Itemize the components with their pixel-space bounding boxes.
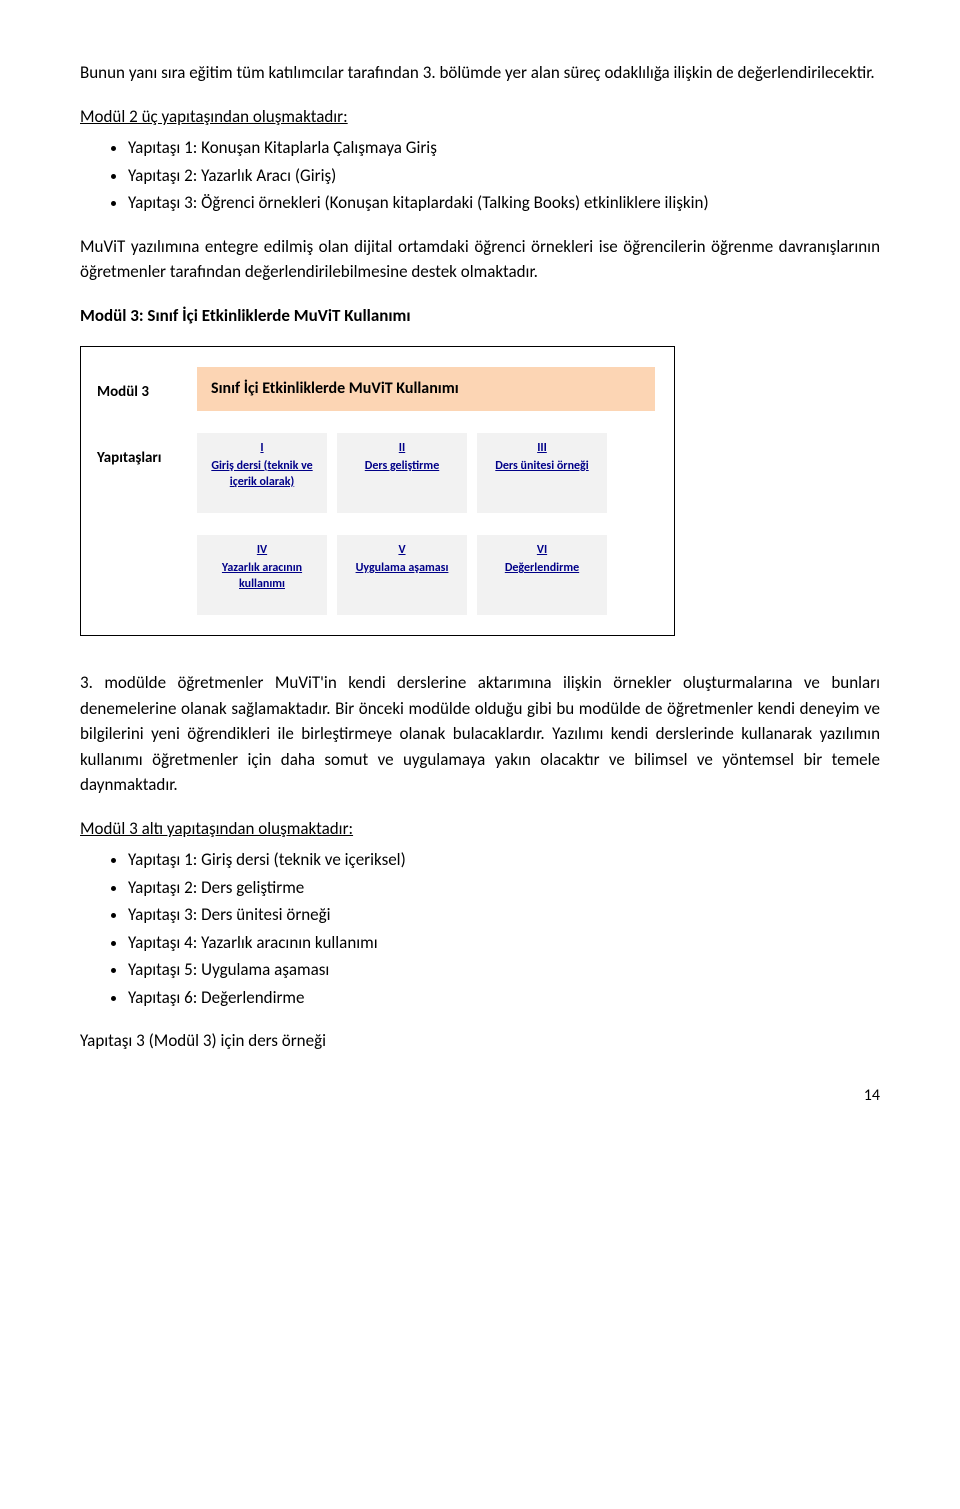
box-roman: I [260, 439, 263, 457]
module3-diagram: Modül 3 Sınıf İçi Etkinliklerde MuViT Ku… [80, 346, 675, 636]
box-caption: Uygulama aşaması [356, 561, 449, 577]
diagram-box: V Uygulama aşaması [337, 535, 467, 615]
after-module2-paragraph: MuViT yazılımına entegre edilmiş olan di… [80, 234, 880, 285]
box-roman: II [399, 439, 405, 457]
intro-paragraph: Bunun yanı sıra eğitim tüm katılımcılar … [80, 60, 880, 86]
diagram-label-parts: Yapıtaşları [97, 433, 197, 470]
module3-list-heading: Modül 3 altı yapıtaşından oluşmaktadır: [80, 816, 880, 842]
box-roman: III [537, 439, 547, 457]
list-item: Yapıtaşı 3: Öğrenci örnekleri (Konuşan k… [128, 190, 880, 216]
box-roman: IV [257, 541, 267, 559]
diagram-title-banner: Sınıf İçi Etkinliklerde MuViT Kullanımı [197, 367, 655, 411]
diagram-label-module: Modül 3 [97, 367, 197, 404]
list-item: Yapıtaşı 5: Uygulama aşaması [128, 957, 880, 983]
page-number: 14 [80, 1084, 880, 1108]
diagram-label-empty [97, 535, 197, 549]
box-caption: Ders ünitesi örneği [495, 459, 588, 475]
module3-list: Yapıtaşı 1: Giriş dersi (teknik ve içeri… [80, 847, 880, 1010]
box-caption: Yazarlık aracının kullanımı [201, 561, 323, 592]
module2-list: Yapıtaşı 1: Konuşan Kitaplarla Çalışmaya… [80, 135, 880, 216]
module2-heading: Modül 2 üç yapıtaşından oluşmaktadır: [80, 104, 880, 130]
diagram-box: IV Yazarlık aracının kullanımı [197, 535, 327, 615]
box-caption: Ders geliştirme [365, 459, 439, 475]
list-item: Yapıtaşı 2: Ders geliştirme [128, 875, 880, 901]
diagram-box: III Ders ünitesi örneği [477, 433, 607, 513]
diagram-box: VI Değerlendirme [477, 535, 607, 615]
list-item: Yapıtaşı 4: Yazarlık aracının kullanımı [128, 930, 880, 956]
list-item: Yapıtaşı 1: Konuşan Kitaplarla Çalışmaya… [128, 135, 880, 161]
closing-line: Yapıtaşı 3 (Modül 3) için ders örneği [80, 1028, 880, 1054]
list-item: Yapıtaşı 1: Giriş dersi (teknik ve içeri… [128, 847, 880, 873]
list-item: Yapıtaşı 6: Değerlendirme [128, 985, 880, 1011]
list-item: Yapıtaşı 2: Yazarlık Aracı (Giriş) [128, 163, 880, 189]
module3-paragraph: 3. modülde öğretmenler MuViT'in kendi de… [80, 670, 880, 798]
box-roman: VI [537, 541, 547, 559]
box-caption: Giriş dersi (teknik ve içerik olarak) [201, 459, 323, 490]
list-item: Yapıtaşı 3: Ders ünitesi örneği [128, 902, 880, 928]
box-roman: V [398, 541, 405, 559]
box-caption: Değerlendirme [505, 561, 579, 577]
module3-bold-heading: Modül 3: Sınıf İçi Etkinliklerde MuViT K… [80, 303, 880, 329]
diagram-box: II Ders geliştirme [337, 433, 467, 513]
diagram-box: I Giriş dersi (teknik ve içerik olarak) [197, 433, 327, 513]
